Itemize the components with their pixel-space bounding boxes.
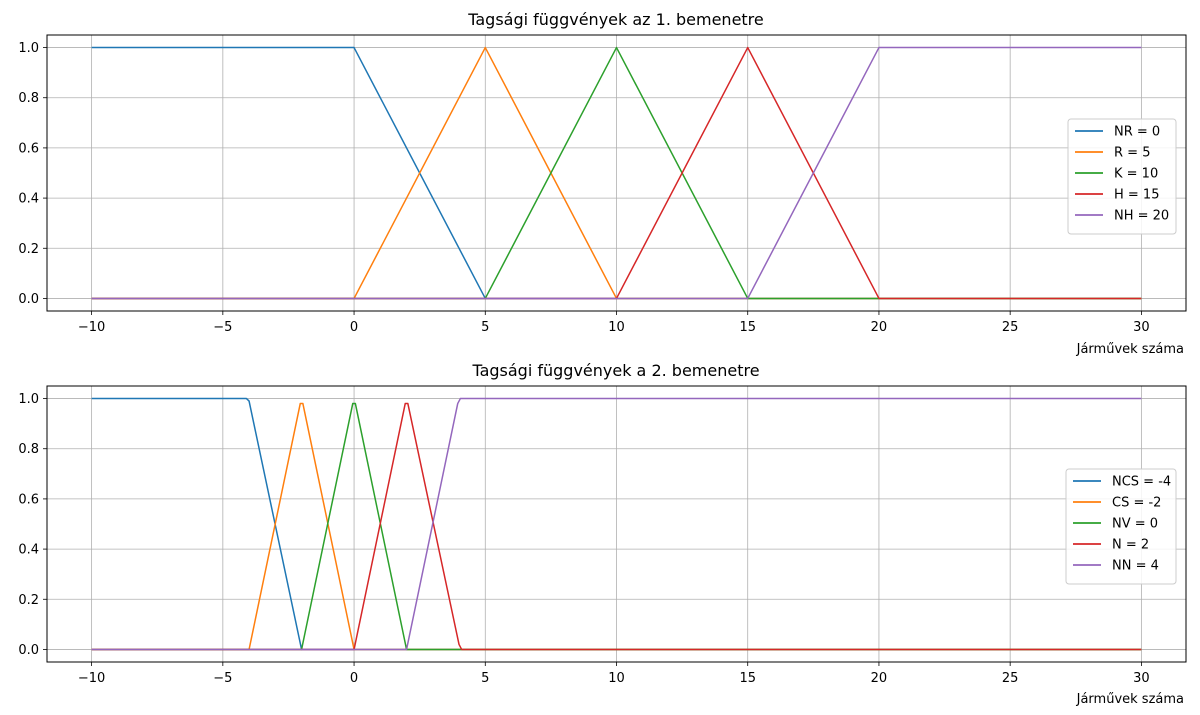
x-tick-label: 0 [350,320,358,335]
legend-box [1067,118,1177,235]
x-axis-ticks: −10 −5 0 5 10 15 20 25 30 [78,662,1150,686]
series-line-4 [91,397,1142,651]
x-tick-label: 20 [871,671,888,686]
y-tick-label: 0.0 [18,292,39,307]
chart-panel-input-2: Tagsági függvények a 2. bemenetre −10 −5 0… [18,361,1187,707]
legend: NCS = -4 CS = -2 NV = 0 N = 2 NN = 4 [1065,468,1177,585]
y-axis-ticks: 0.0 0.2 0.4 0.6 0.8 1.0 [18,392,47,658]
x-tick-label: 15 [739,671,756,686]
legend-entry-label: R = 5 [1114,146,1150,161]
legend-entry-label: NN = 4 [1112,559,1159,574]
x-axis-ticks: −10 −5 0 5 10 15 20 25 30 [78,311,1150,335]
legend: NR = 0 R = 5 K = 10 H = 15 NH = 20 [1067,118,1177,235]
series-line-4 [91,46,1142,300]
y-tick-label: 0.6 [18,492,39,507]
x-tick-label: 15 [739,320,756,335]
legend-entry-label: CS = -2 [1112,496,1161,511]
legend-entry-label: NV = 0 [1112,517,1158,532]
x-tick-label: −10 [78,320,105,335]
x-tick-label: −10 [78,671,105,686]
x-tick-label: 20 [871,320,888,335]
x-tick-label: 5 [481,320,489,335]
x-tick-label: −5 [213,320,232,335]
x-tick-label: −5 [213,671,232,686]
x-tick-label: 10 [608,320,625,335]
x-tick-label: 10 [608,671,625,686]
legend-entry-label: N = 2 [1112,538,1149,553]
y-tick-label: 1.0 [18,392,39,407]
x-tick-label: 25 [1002,671,1019,686]
x-tick-label: 30 [1133,671,1150,686]
x-axis-label: Járművek száma [1076,342,1184,357]
x-tick-label: 5 [481,671,489,686]
series-lines [91,397,1142,651]
series-lines [91,46,1142,300]
chart-title: Tagsági függvények a 2. bemenetre [471,361,759,380]
x-axis-label: Járművek száma [1076,692,1184,707]
y-tick-label: 0.6 [18,141,39,156]
x-tick-label: 25 [1002,320,1019,335]
y-tick-label: 0.4 [18,192,39,207]
legend-entry-label: H = 15 [1114,188,1159,203]
legend-entry-label: K = 10 [1114,167,1158,182]
y-tick-label: 1.0 [18,41,39,56]
y-tick-label: 0.8 [18,442,39,457]
legend-box [1065,468,1177,585]
x-tick-label: 0 [350,671,358,686]
legend-entry-label: NR = 0 [1114,125,1160,140]
legend-entry-label: NCS = -4 [1112,475,1171,490]
legend-entry-label: NH = 20 [1114,209,1169,224]
chart-title: Tagsági függvények az 1. bemenetre [467,10,764,29]
y-tick-label: 0.8 [18,91,39,106]
y-axis-ticks: 0.0 0.2 0.4 0.6 0.8 1.0 [18,41,47,307]
y-tick-label: 0.2 [18,593,39,608]
x-tick-label: 30 [1133,320,1150,335]
y-tick-label: 0.0 [18,643,39,658]
chart-panel-input-1: Tagsági függvények az 1. bemenetre −10 −5… [18,10,1187,357]
y-tick-label: 0.4 [18,543,39,558]
y-tick-label: 0.2 [18,242,39,257]
